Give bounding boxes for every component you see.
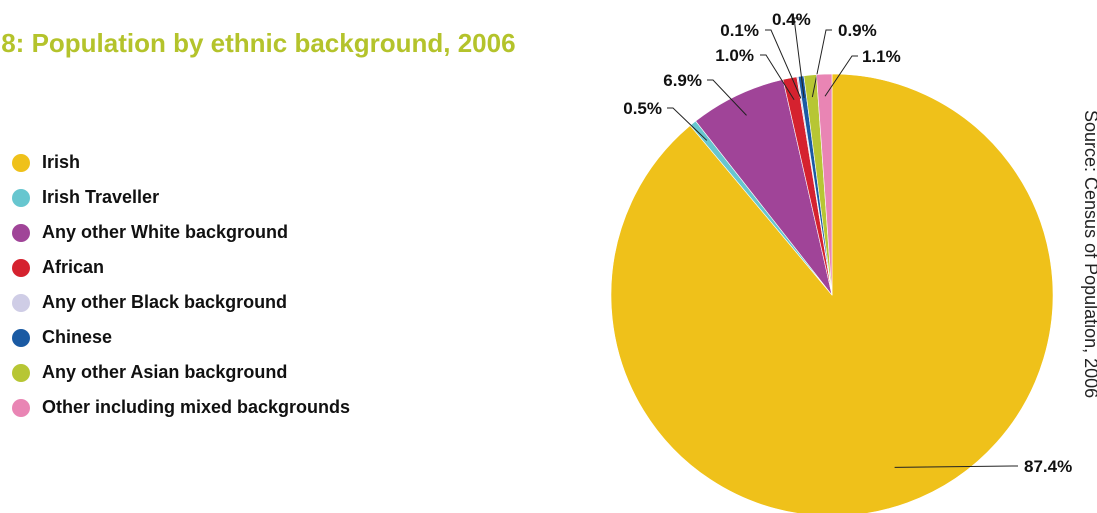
slice-label: 0.9%	[838, 21, 877, 40]
slice-label: 87.4%	[1024, 457, 1072, 476]
leader-line	[765, 29, 802, 99]
chart-title: .8: Population by ethnic background, 200…	[0, 28, 516, 58]
legend-item-other-black: Any other Black background	[12, 285, 350, 320]
leader-line	[667, 107, 708, 141]
legend-item-irish: Irish	[12, 145, 350, 180]
legend-label: Any other Black background	[42, 292, 288, 312]
legend-label: Chinese	[42, 327, 113, 347]
legend-item-other-mixed: Other including mixed backgrounds	[12, 390, 350, 425]
pie-slice-other-including-mixed-backgrounds	[816, 73, 833, 296]
leader-line	[824, 55, 858, 97]
legend-item-other-white: Any other White background	[12, 215, 350, 250]
chart-legend: Irish Irish Traveller Any other White ba…	[12, 145, 350, 425]
slice-label: 0.4%	[772, 10, 811, 29]
slice-label: 0.5%	[623, 99, 662, 118]
legend-label: African	[42, 257, 105, 277]
legend-label: Any other Asian background	[42, 362, 288, 382]
legend-swatch-irish	[12, 153, 30, 172]
slice-label: 1.1%	[862, 47, 901, 66]
legend-item-other-asian: Any other Asian background	[12, 355, 350, 390]
slice-label: 0.1%	[720, 21, 759, 40]
legend-label: Irish	[42, 152, 81, 172]
legend-item-african: African	[12, 250, 350, 285]
legend-label: Other including mixed backgrounds	[42, 397, 351, 417]
legend-item-irish-traveller: Irish Traveller	[12, 180, 350, 215]
legend-label: Irish Traveller	[42, 187, 160, 207]
legend-label: Any other White background	[42, 222, 289, 242]
leader-line	[894, 465, 1018, 468]
legend-swatch-african	[12, 258, 30, 277]
legend-swatch-chinese	[12, 328, 30, 347]
legend-swatch-other-asian	[12, 363, 30, 382]
leader-line	[707, 79, 747, 116]
leader-line	[793, 17, 805, 99]
legend-swatch-other-white	[12, 223, 30, 242]
leader-line	[760, 54, 795, 101]
legend-swatch-other-mixed	[12, 398, 30, 417]
legend-item-chinese: Chinese	[12, 320, 350, 355]
slice-label: 6.9%	[663, 71, 702, 90]
legend-swatch-other-black	[12, 293, 30, 312]
source-note: Source: Census of Population, 2006	[1081, 110, 1097, 399]
legend-swatch-irish-traveller	[12, 188, 30, 207]
slice-label: 1.0%	[715, 46, 754, 65]
